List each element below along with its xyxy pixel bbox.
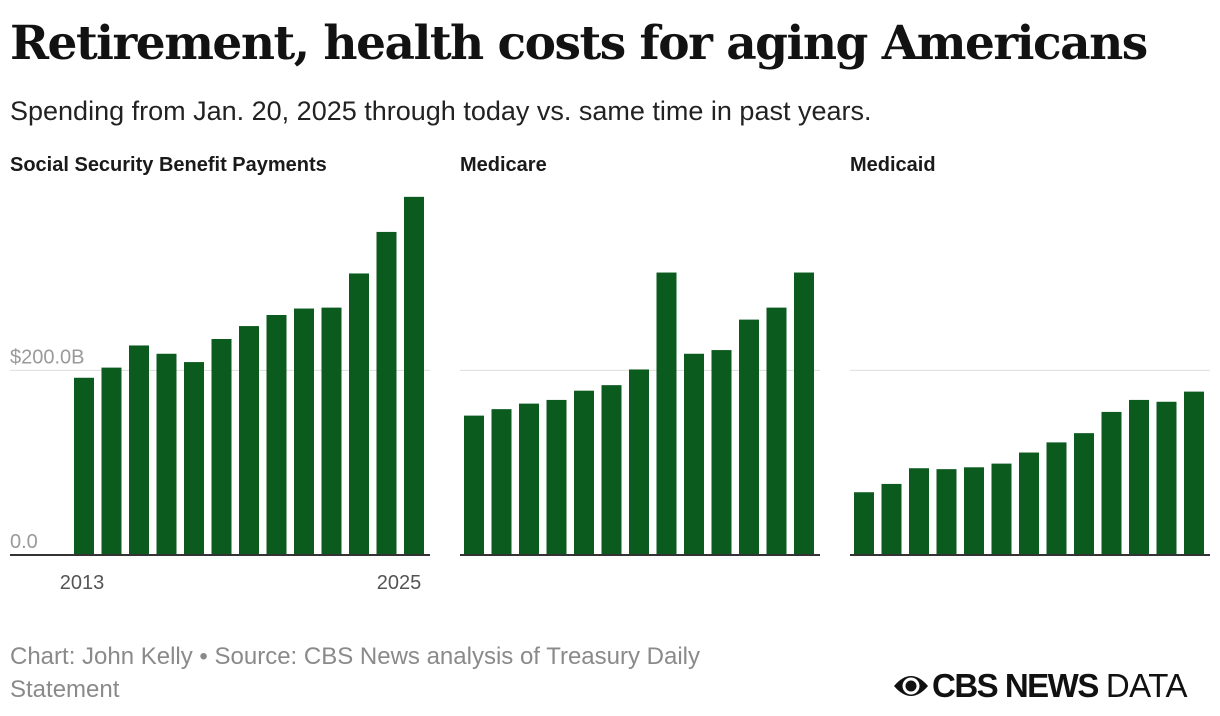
social-security-benefit-payments-bar-2015 xyxy=(129,345,149,555)
social-security-benefit-payments-bar-2018 xyxy=(211,339,232,555)
social-security-benefit-payments-bar-2013 xyxy=(74,377,94,555)
logo-suffix: DATA xyxy=(1105,667,1188,704)
medicare-bar-2020 xyxy=(656,272,677,555)
medicaid-bar-2013 xyxy=(854,492,874,555)
social-security-benefit-payments-bar-2019 xyxy=(239,326,259,555)
social-security-benefit-payments-x-tick-label-2013: 2013 xyxy=(60,572,105,594)
social-security-benefit-payments-bar-2014 xyxy=(101,367,122,555)
medicaid-bar-2024 xyxy=(1156,401,1177,555)
medicare-bar-2021 xyxy=(684,353,704,555)
social-security-benefit-payments-y-tick-label-0: 0.0 xyxy=(10,531,38,553)
medicare-bar-2023 xyxy=(739,319,759,555)
social-security-benefit-payments-bar-2025 xyxy=(404,196,424,555)
medicare-bar-2013 xyxy=(464,415,484,555)
medicare-bar-2014 xyxy=(491,409,512,555)
medicaid-bar-2022 xyxy=(1101,411,1122,555)
medicaid-bar-2014 xyxy=(881,483,902,555)
medicaid-bar-2023 xyxy=(1129,399,1149,555)
panel-title-social-security: Social Security Benefit Payments xyxy=(10,154,327,176)
medicaid-bar-2025 xyxy=(1184,391,1204,555)
source-note: Chart: John Kelly • Source: CBS News ana… xyxy=(10,643,700,703)
medicare-bar-2015 xyxy=(519,403,539,555)
cbs-news-data-logo: CBS NEWS DATA xyxy=(893,664,1187,708)
social-security-benefit-payments-bar-2022 xyxy=(321,307,342,555)
social-security-benefit-payments-bar-2017 xyxy=(184,362,204,555)
medicare-bar-2022 xyxy=(711,350,732,555)
medicare-bar-2024 xyxy=(766,307,787,555)
panel-title-medicare: Medicare xyxy=(460,154,547,176)
cbs-eye-icon xyxy=(894,676,928,696)
social-security-benefit-payments-y-tick-label-1: $200.0B xyxy=(10,346,85,368)
social-security-benefit-payments-bar-2023 xyxy=(349,273,369,555)
social-security-benefit-payments-bar-2020 xyxy=(266,315,287,555)
medicare-bar-2019 xyxy=(629,369,649,555)
chart-title: Retirement, health costs for aging Ameri… xyxy=(10,16,1148,71)
medicare-bar-2017 xyxy=(574,390,594,555)
panel-title-medicaid: Medicaid xyxy=(850,154,936,176)
chart-subtitle: Spending from Jan. 20, 2025 through toda… xyxy=(10,96,872,126)
logo-text: CBS NEWS xyxy=(932,667,1099,704)
medicare-bar-2025 xyxy=(794,272,814,555)
medicaid-bar-2017 xyxy=(964,467,984,555)
social-security-benefit-payments-bar-2016 xyxy=(156,353,177,555)
medicare-bar-2016 xyxy=(546,399,567,555)
social-security-benefit-payments-bar-2024 xyxy=(376,231,397,555)
social-security-benefit-payments-bar-2021 xyxy=(294,308,314,555)
medicaid-bar-2015 xyxy=(909,468,929,555)
medicaid-bar-2021 xyxy=(1074,433,1094,555)
medicare-bar-2018 xyxy=(601,385,622,555)
medicaid-bar-2019 xyxy=(1019,452,1039,555)
medicaid-bar-2016 xyxy=(936,469,957,555)
medicaid-bar-2020 xyxy=(1046,442,1067,555)
medicaid-bar-2018 xyxy=(991,463,1012,555)
social-security-benefit-payments-x-tick-label-2025: 2025 xyxy=(377,572,422,594)
